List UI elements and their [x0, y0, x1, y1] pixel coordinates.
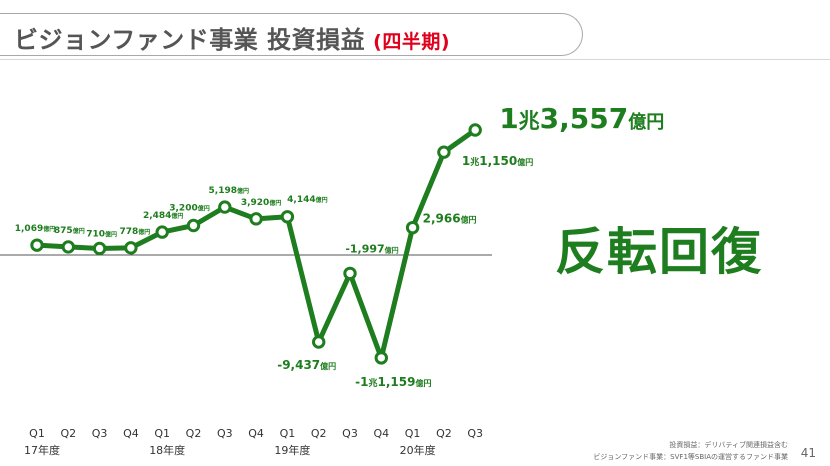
footnote-segment-definition: ビジョンファンド事業：SVF1等SBIAの運営するファンド事業 — [593, 453, 788, 461]
x-year-label: 19年度 — [274, 443, 310, 457]
data-point — [155, 225, 169, 239]
data-point — [249, 212, 263, 226]
x-tick-label: Q2 — [186, 427, 202, 440]
x-tick-label: Q4 — [123, 427, 139, 440]
data-label: -9,437億円 — [277, 358, 336, 372]
x-tick-label: Q4 — [248, 427, 264, 440]
data-label: 778億円 — [119, 227, 150, 237]
data-point — [280, 210, 295, 224]
data-point — [218, 200, 232, 214]
x-tick-label: Q3 — [342, 427, 358, 440]
x-year-label: 17年度 — [24, 443, 60, 457]
data-label: 875億円 — [54, 226, 85, 236]
x-year-label: 20年度 — [400, 443, 436, 457]
x-tick-label: Q4 — [373, 427, 389, 440]
title-divider — [0, 59, 830, 60]
x-tick-label: Q1 — [405, 427, 421, 440]
data-point — [61, 240, 76, 254]
x-tick-label: Q2 — [436, 427, 452, 440]
data-point — [405, 220, 420, 235]
data-label: 1兆3,557億円 — [499, 102, 664, 135]
data-label: 1,069億円 — [15, 224, 55, 234]
data-label: 1兆1,150億円 — [462, 154, 533, 168]
data-label: 3,920億円 — [241, 198, 281, 208]
data-label: -1,997億円 — [345, 242, 398, 255]
title-banner: ビジョンファンド事業 投資損益 (四半期) — [0, 13, 583, 56]
recovery-callout: 反転回復 — [555, 223, 763, 281]
data-label: 4,144億円 — [287, 195, 327, 205]
x-tick-label: Q3 — [217, 427, 233, 440]
data-point — [92, 241, 107, 256]
data-label: 5,198億円 — [209, 186, 249, 196]
data-point — [437, 145, 451, 159]
page-number: 41 — [800, 446, 816, 460]
data-point — [343, 266, 357, 281]
data-point — [468, 123, 482, 137]
data-label: 3,200億円 — [169, 203, 209, 213]
x-tick-label: Q3 — [92, 427, 108, 440]
footnote-gain-definition: 投資損益：デリバティブ関連損益含む — [669, 441, 788, 449]
data-label: 2,966億円 — [423, 212, 477, 226]
x-tick-label: Q2 — [311, 427, 327, 440]
data-point — [30, 238, 44, 252]
x-year-label: 18年度 — [149, 443, 185, 457]
data-point — [374, 351, 388, 365]
page-title-main: ビジョンファンド事業 投資損益 — [14, 26, 366, 54]
data-point — [124, 241, 138, 255]
data-point — [186, 218, 201, 233]
x-tick-label: Q3 — [467, 427, 483, 440]
data-label: 710億円 — [86, 229, 117, 239]
x-tick-label: Q1 — [29, 427, 45, 440]
data-label: -1兆1,159億円 — [355, 375, 431, 389]
x-tick-label: Q1 — [280, 427, 296, 440]
data-label: 2,484億円 — [143, 211, 183, 221]
page-title-sub: (四半期) — [373, 31, 451, 53]
page-title: ビジョンファンド事業 投資損益 (四半期) — [14, 20, 450, 55]
data-point — [312, 335, 326, 349]
x-tick-label: Q2 — [60, 427, 76, 440]
x-tick-label: Q1 — [154, 427, 170, 440]
